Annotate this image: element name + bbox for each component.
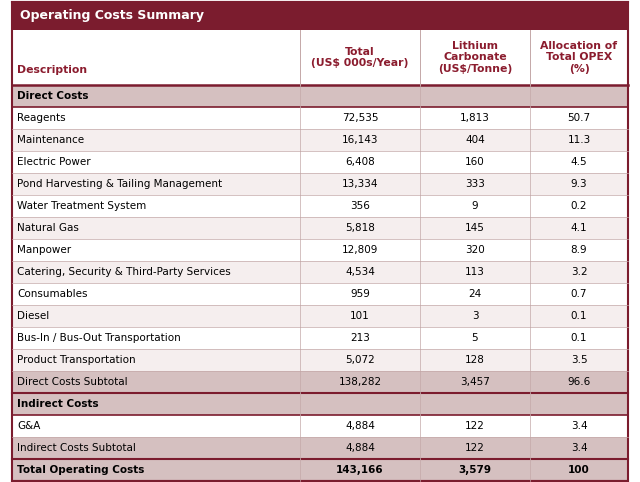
Text: 5,072: 5,072 bbox=[345, 355, 375, 365]
Text: Total Operating Costs: Total Operating Costs bbox=[17, 465, 145, 475]
Bar bbox=[12, 437, 628, 459]
Text: Electric Power: Electric Power bbox=[17, 157, 91, 167]
Text: 16,143: 16,143 bbox=[342, 135, 378, 145]
Text: 145: 145 bbox=[465, 223, 485, 233]
Bar bbox=[12, 239, 628, 261]
Text: Product Transportation: Product Transportation bbox=[17, 355, 136, 365]
Bar bbox=[12, 173, 628, 195]
Text: 959: 959 bbox=[350, 289, 370, 299]
Text: Indirect Costs: Indirect Costs bbox=[17, 399, 99, 409]
Text: Total
(US$ 000s/Year): Total (US$ 000s/Year) bbox=[311, 47, 409, 68]
Text: 404: 404 bbox=[465, 135, 485, 145]
Text: 4.5: 4.5 bbox=[571, 157, 588, 167]
Bar bbox=[12, 261, 628, 283]
Bar bbox=[12, 283, 628, 305]
Text: 4.1: 4.1 bbox=[571, 223, 588, 233]
Text: 3.4: 3.4 bbox=[571, 443, 588, 453]
Text: 122: 122 bbox=[465, 443, 485, 453]
Bar bbox=[12, 107, 628, 129]
Bar bbox=[12, 129, 628, 151]
Text: 96.6: 96.6 bbox=[568, 377, 591, 387]
Text: Lithium
Carbonate
(US$/Tonne): Lithium Carbonate (US$/Tonne) bbox=[438, 41, 512, 74]
Text: 0.1: 0.1 bbox=[571, 333, 588, 343]
Bar bbox=[12, 217, 628, 239]
Text: 24: 24 bbox=[468, 289, 482, 299]
Bar bbox=[12, 393, 628, 415]
Text: 320: 320 bbox=[465, 245, 485, 255]
Text: Allocation of
Total OPEX
(%): Allocation of Total OPEX (%) bbox=[540, 41, 618, 74]
Bar bbox=[12, 371, 628, 393]
Text: 12,809: 12,809 bbox=[342, 245, 378, 255]
Text: 6,408: 6,408 bbox=[345, 157, 375, 167]
Text: 0.7: 0.7 bbox=[571, 289, 588, 299]
Text: 8.9: 8.9 bbox=[571, 245, 588, 255]
Text: Maintenance: Maintenance bbox=[17, 135, 84, 145]
Text: 4,884: 4,884 bbox=[345, 443, 375, 453]
Text: Natural Gas: Natural Gas bbox=[17, 223, 79, 233]
Text: 4,534: 4,534 bbox=[345, 267, 375, 277]
Bar bbox=[12, 327, 628, 349]
Text: 143,166: 143,166 bbox=[336, 465, 384, 475]
Text: 333: 333 bbox=[465, 179, 485, 189]
Text: Operating Costs Summary: Operating Costs Summary bbox=[20, 10, 204, 23]
Text: Reagents: Reagents bbox=[17, 113, 66, 123]
Text: 160: 160 bbox=[465, 157, 485, 167]
Text: 113: 113 bbox=[465, 267, 485, 277]
Bar bbox=[12, 459, 628, 481]
Text: 0.2: 0.2 bbox=[571, 201, 588, 211]
Text: Consumables: Consumables bbox=[17, 289, 88, 299]
Text: 3,457: 3,457 bbox=[460, 377, 490, 387]
Text: 100: 100 bbox=[568, 465, 590, 475]
Text: 3.4: 3.4 bbox=[571, 421, 588, 431]
Bar bbox=[12, 151, 628, 173]
Text: 9: 9 bbox=[472, 201, 478, 211]
Text: 101: 101 bbox=[350, 311, 370, 321]
Text: 3.2: 3.2 bbox=[571, 267, 588, 277]
Text: 3,579: 3,579 bbox=[458, 465, 492, 475]
Text: 11.3: 11.3 bbox=[568, 135, 591, 145]
Text: 128: 128 bbox=[465, 355, 485, 365]
Text: 9.3: 9.3 bbox=[571, 179, 588, 189]
Text: Water Treatment System: Water Treatment System bbox=[17, 201, 147, 211]
Text: Bus-In / Bus-Out Transportation: Bus-In / Bus-Out Transportation bbox=[17, 333, 180, 343]
Bar bbox=[12, 415, 628, 437]
Text: 138,282: 138,282 bbox=[339, 377, 381, 387]
Text: 5: 5 bbox=[472, 333, 478, 343]
Text: Direct Costs Subtotal: Direct Costs Subtotal bbox=[17, 377, 127, 387]
Bar bbox=[12, 349, 628, 371]
Text: Indirect Costs Subtotal: Indirect Costs Subtotal bbox=[17, 443, 136, 453]
Bar bbox=[12, 195, 628, 217]
Text: G&A: G&A bbox=[17, 421, 40, 431]
Text: Pond Harvesting & Tailing Management: Pond Harvesting & Tailing Management bbox=[17, 179, 222, 189]
Text: 356: 356 bbox=[350, 201, 370, 211]
Bar bbox=[12, 305, 628, 327]
Text: 0.1: 0.1 bbox=[571, 311, 588, 321]
Text: 50.7: 50.7 bbox=[568, 113, 591, 123]
Text: 3: 3 bbox=[472, 311, 478, 321]
Text: 4,884: 4,884 bbox=[345, 421, 375, 431]
Bar bbox=[12, 2, 628, 30]
Text: 3.5: 3.5 bbox=[571, 355, 588, 365]
Text: 13,334: 13,334 bbox=[342, 179, 378, 189]
Bar bbox=[12, 30, 628, 85]
Text: 5,818: 5,818 bbox=[345, 223, 375, 233]
Text: 72,535: 72,535 bbox=[342, 113, 378, 123]
Text: 1,813: 1,813 bbox=[460, 113, 490, 123]
Bar bbox=[12, 85, 628, 107]
Text: Diesel: Diesel bbox=[17, 311, 49, 321]
Text: Description: Description bbox=[17, 65, 87, 75]
Text: Direct Costs: Direct Costs bbox=[17, 91, 88, 101]
Text: 122: 122 bbox=[465, 421, 485, 431]
Text: Manpower: Manpower bbox=[17, 245, 71, 255]
Text: Catering, Security & Third-Party Services: Catering, Security & Third-Party Service… bbox=[17, 267, 231, 277]
Text: 213: 213 bbox=[350, 333, 370, 343]
